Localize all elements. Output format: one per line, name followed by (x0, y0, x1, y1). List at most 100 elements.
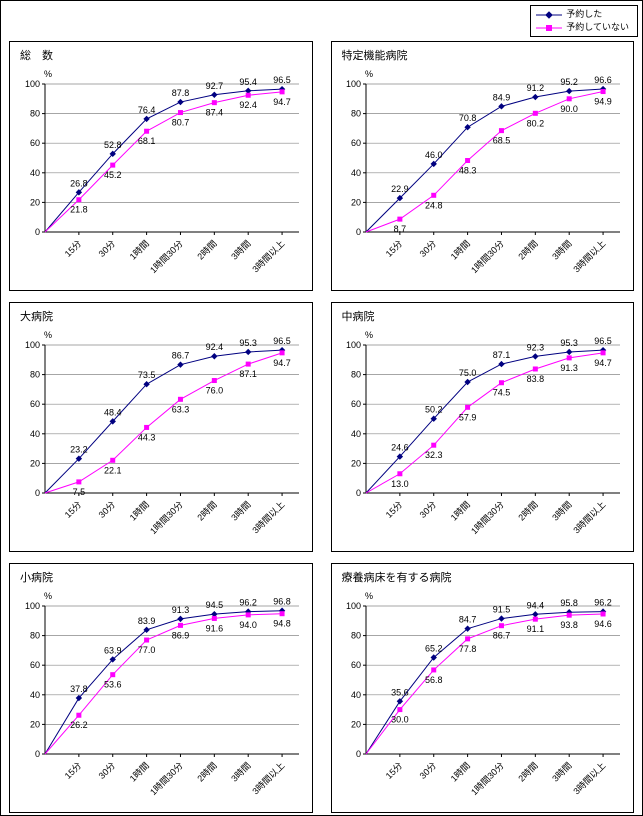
svg-text:95.4: 95.4 (239, 77, 257, 87)
svg-text:40: 40 (351, 429, 361, 439)
svg-text:35.6: 35.6 (391, 687, 409, 697)
svg-text:3時間: 3時間 (551, 760, 574, 783)
svg-text:68.5: 68.5 (493, 136, 511, 146)
svg-text:96.5: 96.5 (595, 336, 613, 346)
svg-text:46.0: 46.0 (425, 150, 443, 160)
chart-box-special-function-hospital: 特定機能病院 0 20 40 60 80 100% 15分 30分 1時間 1時間30分 2時間 3時… (330, 41, 634, 291)
svg-text:93.8: 93.8 (561, 620, 579, 630)
svg-text:91.3: 91.3 (171, 605, 189, 615)
svg-text:%: % (365, 591, 373, 601)
svg-text:15分: 15分 (63, 499, 84, 520)
svg-text:95.2: 95.2 (561, 77, 579, 87)
charts-grid: 総 数 0 20 40 60 80 100% 15分 30分 1時間 1時間30分 2時間 3時間 3時… (9, 41, 634, 813)
svg-text:22.1: 22.1 (104, 465, 122, 475)
svg-text:53.6: 53.6 (104, 680, 122, 690)
chart-box-large-hospital: 大病院 0 20 40 60 80 100% 15分 30分 1時間 1時間30分 2時間 3時間 3時… (9, 302, 313, 552)
svg-text:80.2: 80.2 (527, 118, 545, 128)
svg-text:40: 40 (30, 690, 40, 700)
svg-text:20: 20 (351, 458, 361, 468)
svg-text:100: 100 (25, 601, 40, 611)
svg-text:1時間30分: 1時間30分 (148, 238, 185, 275)
svg-text:91.5: 91.5 (493, 605, 511, 615)
svg-text:15分: 15分 (63, 238, 84, 259)
svg-text:15分: 15分 (384, 499, 405, 520)
svg-text:23.2: 23.2 (70, 445, 88, 455)
svg-text:3時間: 3時間 (229, 760, 252, 783)
svg-text:3時間以上: 3時間以上 (250, 760, 286, 796)
svg-text:1時間: 1時間 (127, 760, 150, 783)
chart-title-longterm-care-hospital: 療養病床を有する病院 (341, 572, 452, 584)
chart-area-longterm-care-hospital: 0 20 40 60 80 100% 15分 30分 1時間 1時間30分 2時間 3時間 3時間以上 3… (332, 584, 634, 812)
svg-text:95.8: 95.8 (561, 598, 579, 608)
svg-text:94.7: 94.7 (595, 358, 613, 368)
svg-text:91.3: 91.3 (561, 363, 579, 373)
chart-title-large-hospital: 大病院 (20, 311, 53, 323)
svg-text:86.7: 86.7 (493, 631, 511, 641)
svg-text:30分: 30分 (96, 238, 117, 259)
svg-text:96.8: 96.8 (273, 597, 291, 607)
chart-box-longterm-care-hospital: 療養病床を有する病院 0 20 40 60 80 100% 15分 30分 1時間 1時間30分 2… (330, 563, 634, 813)
chart-area-medium-hospital: 0 20 40 60 80 100% 15分 30分 1時間 1時間30分 2時間 3時間 3時間以上 2… (332, 323, 634, 551)
svg-text:0: 0 (356, 227, 361, 237)
svg-text:3時間: 3時間 (551, 499, 574, 522)
svg-text:80: 80 (351, 631, 361, 641)
svg-text:73.5: 73.5 (138, 370, 156, 380)
svg-text:80.7: 80.7 (171, 118, 189, 128)
square-line-marker-icon (536, 23, 563, 33)
svg-text:84.7: 84.7 (459, 615, 477, 625)
chart-box-total: 総 数 0 20 40 60 80 100% 15分 30分 1時間 1時間30分 2時間 3時間 3時… (9, 41, 313, 291)
svg-text:95.3: 95.3 (239, 338, 257, 348)
svg-text:76.4: 76.4 (138, 105, 156, 115)
svg-text:77.0: 77.0 (138, 645, 156, 655)
legend-item-reserved: 予約した (536, 9, 629, 20)
svg-text:8.7: 8.7 (394, 224, 407, 234)
svg-text:94.8: 94.8 (273, 619, 291, 629)
svg-text:3時間以上: 3時間以上 (572, 760, 608, 796)
svg-text:76.0: 76.0 (205, 386, 223, 396)
svg-text:80: 80 (30, 109, 40, 119)
svg-text:7.5: 7.5 (72, 487, 85, 497)
svg-text:94.7: 94.7 (273, 97, 291, 107)
svg-text:1時間30分: 1時間30分 (469, 499, 506, 536)
svg-text:3時間以上: 3時間以上 (250, 238, 286, 274)
svg-text:30分: 30分 (418, 760, 439, 781)
svg-text:60: 60 (351, 399, 361, 409)
chart-title-small-hospital: 小病院 (20, 572, 53, 584)
svg-text:15分: 15分 (384, 760, 405, 781)
chart-title-total: 総 数 (20, 50, 53, 62)
svg-text:92.4: 92.4 (205, 342, 223, 352)
svg-text:2時間: 2時間 (195, 760, 218, 783)
svg-text:%: % (44, 330, 52, 340)
svg-text:26.8: 26.8 (70, 178, 88, 188)
svg-text:96.5: 96.5 (273, 75, 291, 85)
svg-text:3時間以上: 3時間以上 (250, 499, 286, 535)
svg-text:87.8: 87.8 (171, 88, 189, 98)
svg-text:24.6: 24.6 (391, 443, 409, 453)
svg-text:15分: 15分 (384, 238, 405, 259)
svg-text:100: 100 (346, 79, 361, 89)
svg-text:3時間: 3時間 (229, 238, 252, 261)
svg-text:60: 60 (30, 138, 40, 148)
svg-text:94.5: 94.5 (205, 600, 223, 610)
svg-text:60: 60 (30, 660, 40, 670)
svg-text:56.8: 56.8 (425, 675, 443, 685)
legend-label-reserved: 予約した (566, 9, 603, 19)
svg-text:30分: 30分 (418, 499, 439, 520)
svg-text:1時間: 1時間 (127, 499, 150, 522)
svg-text:65.2: 65.2 (425, 644, 443, 654)
svg-text:40: 40 (30, 168, 40, 178)
svg-text:22.9: 22.9 (391, 184, 409, 194)
svg-text:2時間: 2時間 (195, 499, 218, 522)
svg-text:80: 80 (351, 370, 361, 380)
svg-text:15分: 15分 (63, 760, 84, 781)
svg-text:94.0: 94.0 (239, 620, 257, 630)
svg-text:100: 100 (346, 601, 361, 611)
svg-text:1時間: 1時間 (449, 760, 472, 783)
svg-text:40: 40 (351, 168, 361, 178)
svg-text:96.2: 96.2 (595, 598, 613, 608)
svg-text:90.0: 90.0 (561, 104, 579, 114)
